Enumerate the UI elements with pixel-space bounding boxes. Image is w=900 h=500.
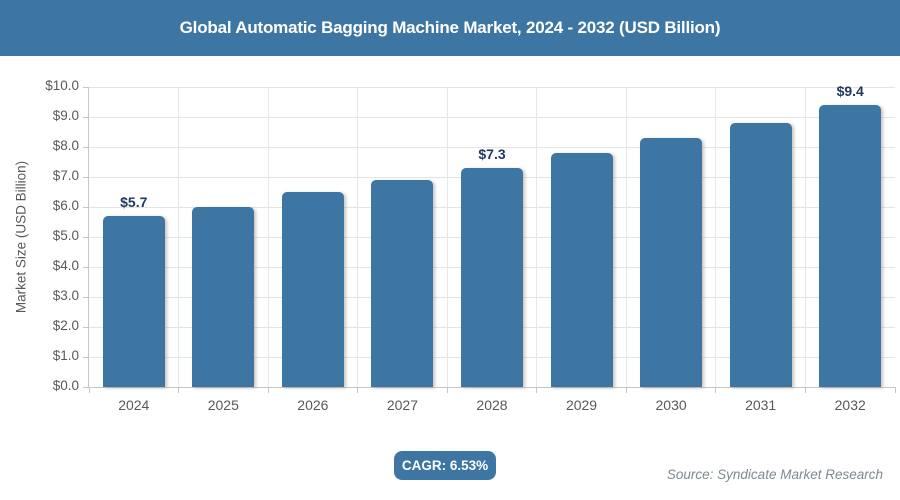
h-gridline xyxy=(89,146,895,148)
y-tick-label: $6.0 xyxy=(52,198,79,213)
h-gridline xyxy=(89,86,895,88)
source-text: Source: Syndicate Market Research xyxy=(666,467,883,482)
y-tick-label: $3.0 xyxy=(52,288,79,303)
bar-value-label: $5.7 xyxy=(120,194,148,210)
y-tick-label: $8.0 xyxy=(52,138,79,153)
x-axis-tick xyxy=(88,387,90,393)
x-axis-tick xyxy=(267,387,269,393)
x-axis-tick xyxy=(804,387,806,393)
x-tick-label: 2026 xyxy=(297,397,329,413)
x-tick-label: 2027 xyxy=(386,397,418,413)
x-tick-label: 2029 xyxy=(565,397,598,413)
bar-2026 xyxy=(281,192,344,387)
v-gridline xyxy=(446,87,448,387)
bar-value-label: $7.3 xyxy=(478,146,506,162)
y-tick-label: $4.0 xyxy=(52,258,79,273)
cagr-badge: CAGR: 6.53% xyxy=(394,451,496,480)
bar-value-label: $9.4 xyxy=(836,83,864,99)
x-tick-label: 2025 xyxy=(207,397,239,413)
chart-title: Global Automatic Bagging Machine Market,… xyxy=(179,18,721,37)
y-tick-label: $2.0 xyxy=(52,318,79,333)
v-gridline xyxy=(178,87,180,387)
bar-2032 xyxy=(819,105,882,387)
bar-2028 xyxy=(461,168,523,387)
y-axis-tick xyxy=(83,326,89,328)
bar-2031 xyxy=(729,123,792,387)
title-bar: Global Automatic Bagging Machine Market,… xyxy=(0,0,900,56)
y-axis-tick xyxy=(83,386,89,388)
y-tick-label: $9.0 xyxy=(52,108,79,123)
bar-2030 xyxy=(640,138,703,387)
y-axis-tick xyxy=(83,116,89,118)
bar-2027 xyxy=(371,180,434,387)
bar-2024 xyxy=(102,216,165,387)
y-axis-tick xyxy=(83,146,89,148)
y-axis-tick xyxy=(83,86,89,88)
x-axis-tick xyxy=(178,387,180,393)
y-axis-tick xyxy=(83,296,89,298)
y-tick-label: $10.0 xyxy=(45,78,79,93)
x-tick-label: 2024 xyxy=(118,397,150,413)
v-gridline xyxy=(625,87,627,387)
bar-2029 xyxy=(550,153,613,387)
v-gridline xyxy=(804,87,806,387)
x-axis-tick xyxy=(625,387,627,393)
y-axis-tick xyxy=(83,176,89,178)
x-tick-label: 2031 xyxy=(745,397,777,413)
y-axis-tick xyxy=(83,236,89,238)
y-axis-tick xyxy=(83,206,89,208)
x-axis-tick xyxy=(894,387,896,393)
x-axis-tick xyxy=(357,387,359,393)
x-tick-label: 2030 xyxy=(655,397,687,413)
y-tick-label: $7.0 xyxy=(52,168,79,183)
x-axis-tick xyxy=(446,387,448,393)
y-tick-label: $5.0 xyxy=(52,228,79,243)
plot-area: $0.0 $1.0 $2.0 $3.0 $4.0 $5.0 $6.0 $7.0 $8.0 $9.0… xyxy=(45,78,896,413)
v-gridline xyxy=(357,87,359,387)
x-axis-tick xyxy=(715,387,717,393)
v-gridline xyxy=(267,87,269,387)
y-axis-tick xyxy=(83,266,89,268)
x-tick-label: 2032 xyxy=(834,397,866,413)
v-gridline xyxy=(715,87,717,387)
y-tick-label: $0.0 xyxy=(52,378,79,393)
v-gridline xyxy=(536,87,538,387)
bar-2025 xyxy=(192,207,255,387)
h-gridline xyxy=(89,116,895,118)
x-axis-tick xyxy=(536,387,538,393)
x-tick-label: 2028 xyxy=(476,397,508,413)
y-axis-tick xyxy=(83,356,89,358)
y-tick-label: $1.0 xyxy=(52,348,79,363)
